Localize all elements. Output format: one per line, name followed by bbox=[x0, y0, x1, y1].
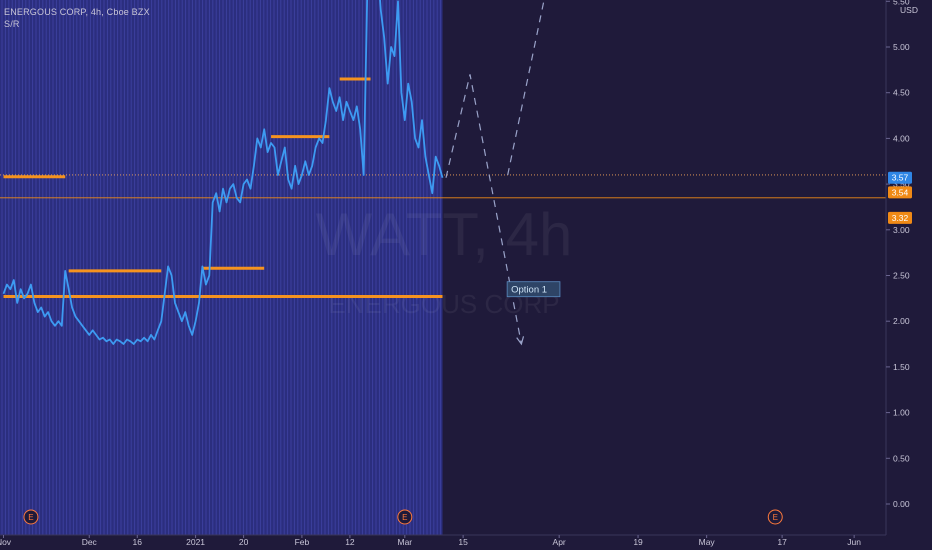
axis-panel bbox=[886, 0, 932, 550]
price-tick-label: 2.00 bbox=[893, 316, 910, 326]
time-tick-label: Nov bbox=[0, 537, 12, 547]
time-tick-label: 2021 bbox=[186, 537, 205, 547]
earnings-event-label: E bbox=[28, 513, 33, 522]
price-badge bbox=[888, 211, 912, 224]
price-tick-label: 3.00 bbox=[893, 225, 910, 235]
price-series bbox=[2, 0, 444, 345]
indicator-label[interactable]: S/R bbox=[4, 19, 20, 29]
time-panel bbox=[0, 535, 932, 550]
time-tick-label: Apr bbox=[553, 537, 566, 547]
price-axis[interactable]: USD 0.00 0.50 1.00 1.50 2.00 2.50 3.00 3.50 4.00 4… bbox=[885, 0, 918, 535]
reference-lines bbox=[0, 174, 886, 199]
price-badge-label: 3.32 bbox=[892, 213, 909, 223]
price-tick-label: 2.50 bbox=[893, 271, 910, 281]
price-tick-label: 0.50 bbox=[893, 453, 910, 463]
annotation-labels: $10.00Option 2Option 1 bbox=[506, 281, 561, 298]
price-tick-label: 4.50 bbox=[893, 88, 910, 98]
annotation-text: Option 1 bbox=[511, 285, 547, 296]
time-tick-label: May bbox=[699, 537, 716, 547]
price-badge bbox=[888, 171, 912, 184]
time-axis[interactable]: Nov Dec 16 2021 20 Feb 12 Mar 15 Apr 19 May 17 Jun bbox=[0, 534, 886, 547]
price-badges: 3.57 3.54 3.32 bbox=[888, 171, 912, 224]
watermark-symbol: WATT, 4h bbox=[316, 201, 573, 268]
time-tick-label: Feb bbox=[295, 537, 310, 547]
time-tick-label: 16 bbox=[133, 537, 143, 547]
time-tick-label: 12 bbox=[345, 537, 355, 547]
time-tick-label: 15 bbox=[458, 537, 468, 547]
time-tick-label: 17 bbox=[777, 537, 787, 547]
support-resistance-levels bbox=[3, 77, 443, 299]
projection-paths bbox=[445, 0, 545, 346]
annotation-box bbox=[506, 281, 561, 298]
price-line bbox=[2, 0, 444, 345]
projection-path bbox=[507, 0, 545, 176]
price-tick-label: 3.50 bbox=[893, 179, 910, 189]
time-tick-label: 19 bbox=[633, 537, 643, 547]
price-badge bbox=[888, 186, 912, 199]
watermark-layer: WATT, 4h ENERGOUS CORP bbox=[316, 201, 573, 319]
earnings-event-icon[interactable] bbox=[397, 509, 413, 525]
earnings-event-icon[interactable] bbox=[23, 509, 39, 525]
time-tick-label: 20 bbox=[239, 537, 249, 547]
chart-title: ENERGOUS CORP, 4h, Cboe BZX bbox=[4, 7, 150, 17]
projection-path bbox=[445, 74, 522, 345]
price-tick-label: 0.00 bbox=[893, 499, 910, 509]
price-tick-label: 4.00 bbox=[893, 133, 910, 143]
time-tick-label: Jun bbox=[847, 537, 861, 547]
price-badge-label: 3.57 bbox=[892, 173, 909, 183]
earnings-event-label: E bbox=[773, 513, 778, 522]
time-tick-label: Dec bbox=[82, 537, 98, 547]
price-badge-label: 3.54 bbox=[892, 187, 909, 197]
earnings-event-label: E bbox=[402, 513, 407, 522]
earnings-event-icon[interactable] bbox=[767, 509, 783, 525]
projection-arrowhead bbox=[516, 336, 525, 346]
time-tick-label: Mar bbox=[397, 537, 412, 547]
price-tick-label: 1.50 bbox=[893, 362, 910, 372]
price-tick-label: 5.00 bbox=[893, 42, 910, 52]
price-axis-unit: USD bbox=[900, 5, 918, 15]
price-tick-label: 1.00 bbox=[893, 408, 910, 418]
price-tick-label: 5.50 bbox=[893, 0, 910, 6]
